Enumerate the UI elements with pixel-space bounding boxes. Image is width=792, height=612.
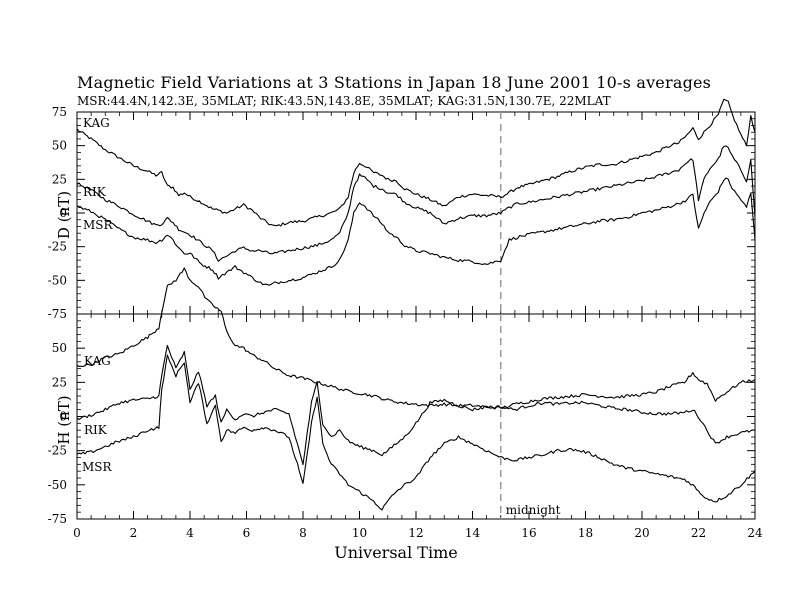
h-ytick-label: 50 (52, 341, 67, 355)
h-label-kag: KAG (84, 354, 111, 368)
h-ytick-label: -75 (48, 512, 67, 526)
h-label-rik: RIK (84, 423, 108, 437)
xtick-label: 0 (73, 526, 81, 540)
d-series-msr (76, 177, 756, 286)
d-ytick-label: 50 (52, 139, 67, 153)
h-ytick-label: -50 (48, 478, 67, 492)
xtick-label: 22 (691, 526, 706, 540)
xtick-label: 20 (634, 526, 649, 540)
midnight-label: midnight (506, 503, 561, 517)
xtick-label: 4 (186, 526, 194, 540)
h-ytick-label: -25 (48, 444, 67, 458)
d-ytick-label: 0 (59, 206, 67, 220)
d-ytick-label: -25 (48, 240, 67, 254)
xtick-label: 14 (465, 526, 481, 540)
d-ytick-label: 25 (52, 172, 67, 186)
xtick-label: 18 (578, 526, 593, 540)
d-label-rik: RIK (83, 185, 107, 199)
h-ytick-label: 25 (52, 375, 67, 389)
h-panel-frame (76, 313, 756, 520)
h-series-rik (76, 344, 756, 466)
xtick-label: 16 (521, 526, 536, 540)
d-series-rik (76, 145, 756, 262)
d-label-msr: MSR (83, 218, 114, 232)
d-label-kag: KAG (83, 116, 110, 130)
h-ytick-label: 0 (59, 410, 67, 424)
chart-subtitle: MSR:44.4N,142.3E, 35MLAT; RIK:43.5N,143.… (77, 94, 611, 108)
h-label-msr: MSR (82, 460, 113, 474)
xtick-label: 8 (299, 526, 307, 540)
xtick-label: 10 (352, 526, 367, 540)
d-series-kag (76, 98, 756, 227)
d-ytick-label: 75 (52, 105, 67, 119)
d-panel-frame (76, 111, 756, 315)
xtick-label: 24 (747, 526, 763, 540)
xtick-label: 6 (243, 526, 251, 540)
h-series-msr (76, 354, 756, 511)
xtick-label: 12 (408, 526, 423, 540)
d-ytick-label: -75 (48, 307, 67, 321)
x-axis-label: Universal Time (334, 543, 458, 562)
h-series-kag (76, 267, 756, 410)
chart-title: Magnetic Field Variations at 3 Stations … (77, 73, 712, 92)
xtick-label: 2 (130, 526, 138, 540)
d-ytick-label: -50 (48, 273, 67, 287)
